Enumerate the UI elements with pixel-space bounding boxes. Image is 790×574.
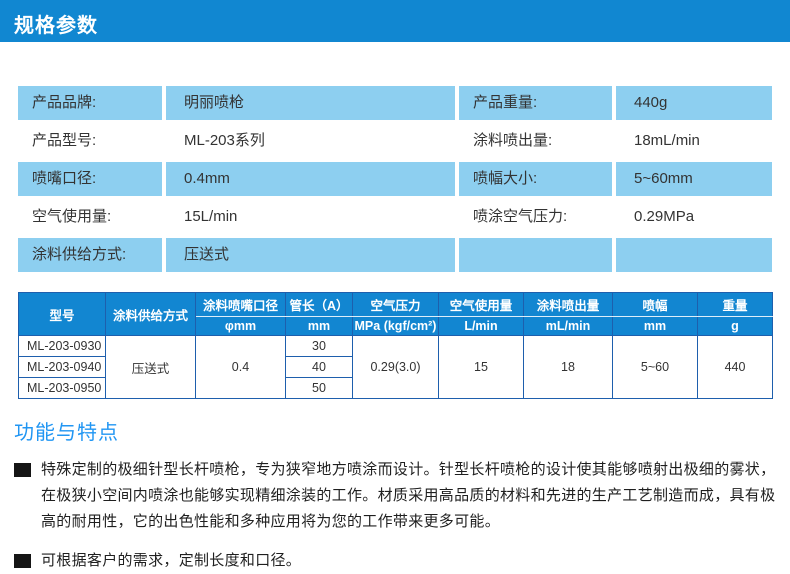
tube-length-cell: 30 xyxy=(285,335,353,357)
spec-empty-cell xyxy=(616,238,772,272)
header-bar: 规格参数 xyxy=(0,0,790,42)
col-header-paint-output: 涂料喷出量 xyxy=(523,292,613,317)
spec-table: 产品品牌: 明丽喷枪 产品重量: 440g 产品型号: ML-203系列 涂料喷… xyxy=(18,86,772,272)
col-header-model: 型号 xyxy=(18,292,106,336)
spec-label-model: 产品型号: xyxy=(32,132,97,149)
spec-label-air-pressure: 喷涂空气压力: xyxy=(473,208,568,225)
spec-value-air-usage: 15L/min xyxy=(184,208,238,225)
air-pressure-cell: 0.29(3.0) xyxy=(352,335,439,399)
model-cell: ML-203-0940 xyxy=(18,356,106,378)
unit-header-spray-width: mm xyxy=(612,316,698,336)
paint-output-cell: 18 xyxy=(523,335,613,399)
list-item: 特殊定制的极细针型长杆喷枪，专为狭窄地方喷涂而设计。针型长杆喷枪的设计使其能够喷… xyxy=(14,457,776,535)
spec-empty-cell xyxy=(459,238,612,272)
unit-header-weight: g xyxy=(697,316,773,336)
feature-text: 可根据客户的需求，定制长度和口径。 xyxy=(41,552,302,569)
spec-value-brand: 明丽喷枪 xyxy=(166,86,455,120)
col-header-weight: 重量 xyxy=(697,292,773,317)
list-item: 可根据客户的需求，定制长度和口径。 xyxy=(14,548,776,574)
spec-value-model: ML-203系列 xyxy=(184,132,265,149)
spec-value-weight: 440g xyxy=(616,86,772,120)
air-usage-cell: 15 xyxy=(438,335,524,399)
unit-header-air-usage: L/min xyxy=(438,316,524,336)
table-row: ML-203-0930 压送式 0.4 30 0.29(3.0) 15 18 5… xyxy=(18,335,773,399)
tube-length-cell: 50 xyxy=(285,377,353,399)
supply-method-cell: 压送式 xyxy=(105,335,196,399)
bullet-square-icon xyxy=(14,554,31,568)
unit-header-nozzle-diameter: φmm xyxy=(195,316,286,336)
col-header-air-pressure: 空气压力 xyxy=(352,292,439,317)
page-title: 规格参数 xyxy=(14,15,98,37)
table-row: ML-203-0950 50 xyxy=(18,377,773,399)
col-header-nozzle-diameter: 涂料喷嘴口径 xyxy=(195,292,286,317)
unit-header-paint-output: mL/min xyxy=(523,316,613,336)
feature-text: 特殊定制的极细针型长杆喷枪，专为狭窄地方喷涂而设计。针型长杆喷枪的设计使其能够喷… xyxy=(41,461,776,530)
spec-value-supply-method: 压送式 xyxy=(166,238,455,272)
detail-table: 型号 涂料供给方式 涂料喷嘴口径 管长（A） 空气压力 空气使用量 涂料喷出量 … xyxy=(18,292,773,399)
spray-width-cell: 5~60 xyxy=(612,335,698,399)
spec-label-spray-width: 喷幅大小: xyxy=(459,162,612,196)
spec-value-air-pressure: 0.29MPa xyxy=(634,208,695,225)
col-header-tube-length: 管长（A） xyxy=(285,292,353,317)
features-title: 功能与特点 xyxy=(14,422,119,444)
spec-label-air-usage: 空气使用量: xyxy=(32,208,112,225)
tube-length-cell: 40 xyxy=(285,356,353,378)
bullet-square-icon xyxy=(14,463,31,477)
unit-header-air-pressure: MPa (kgf/cm²) xyxy=(352,316,439,336)
spec-label-brand: 产品品牌: xyxy=(18,86,162,120)
weight-cell: 440 xyxy=(697,335,773,399)
unit-header-tube-length: mm xyxy=(285,316,353,336)
table-row: ML-203-0940 40 xyxy=(18,356,773,378)
features-section: 功能与特点 特殊定制的极细针型长杆喷枪，专为狭窄地方喷涂而设计。针型长杆喷枪的设… xyxy=(14,416,776,574)
nozzle-diameter-cell: 0.4 xyxy=(195,335,286,399)
col-header-air-usage: 空气使用量 xyxy=(438,292,524,317)
spec-value-paint-output: 18mL/min xyxy=(634,132,700,149)
spec-value-spray-width: 5~60mm xyxy=(616,162,772,196)
col-header-spray-width: 喷幅 xyxy=(612,292,698,317)
spec-label-weight: 产品重量: xyxy=(459,86,612,120)
spec-value-nozzle: 0.4mm xyxy=(166,162,455,196)
model-cell: ML-203-0950 xyxy=(18,377,106,399)
model-cell: ML-203-0930 xyxy=(18,335,106,357)
spec-label-supply-method: 涂料供给方式: xyxy=(18,238,162,272)
col-header-supply-method: 涂料供给方式 xyxy=(105,292,196,336)
spec-label-paint-output: 涂料喷出量: xyxy=(473,132,553,149)
spec-label-nozzle: 喷嘴口径: xyxy=(18,162,162,196)
